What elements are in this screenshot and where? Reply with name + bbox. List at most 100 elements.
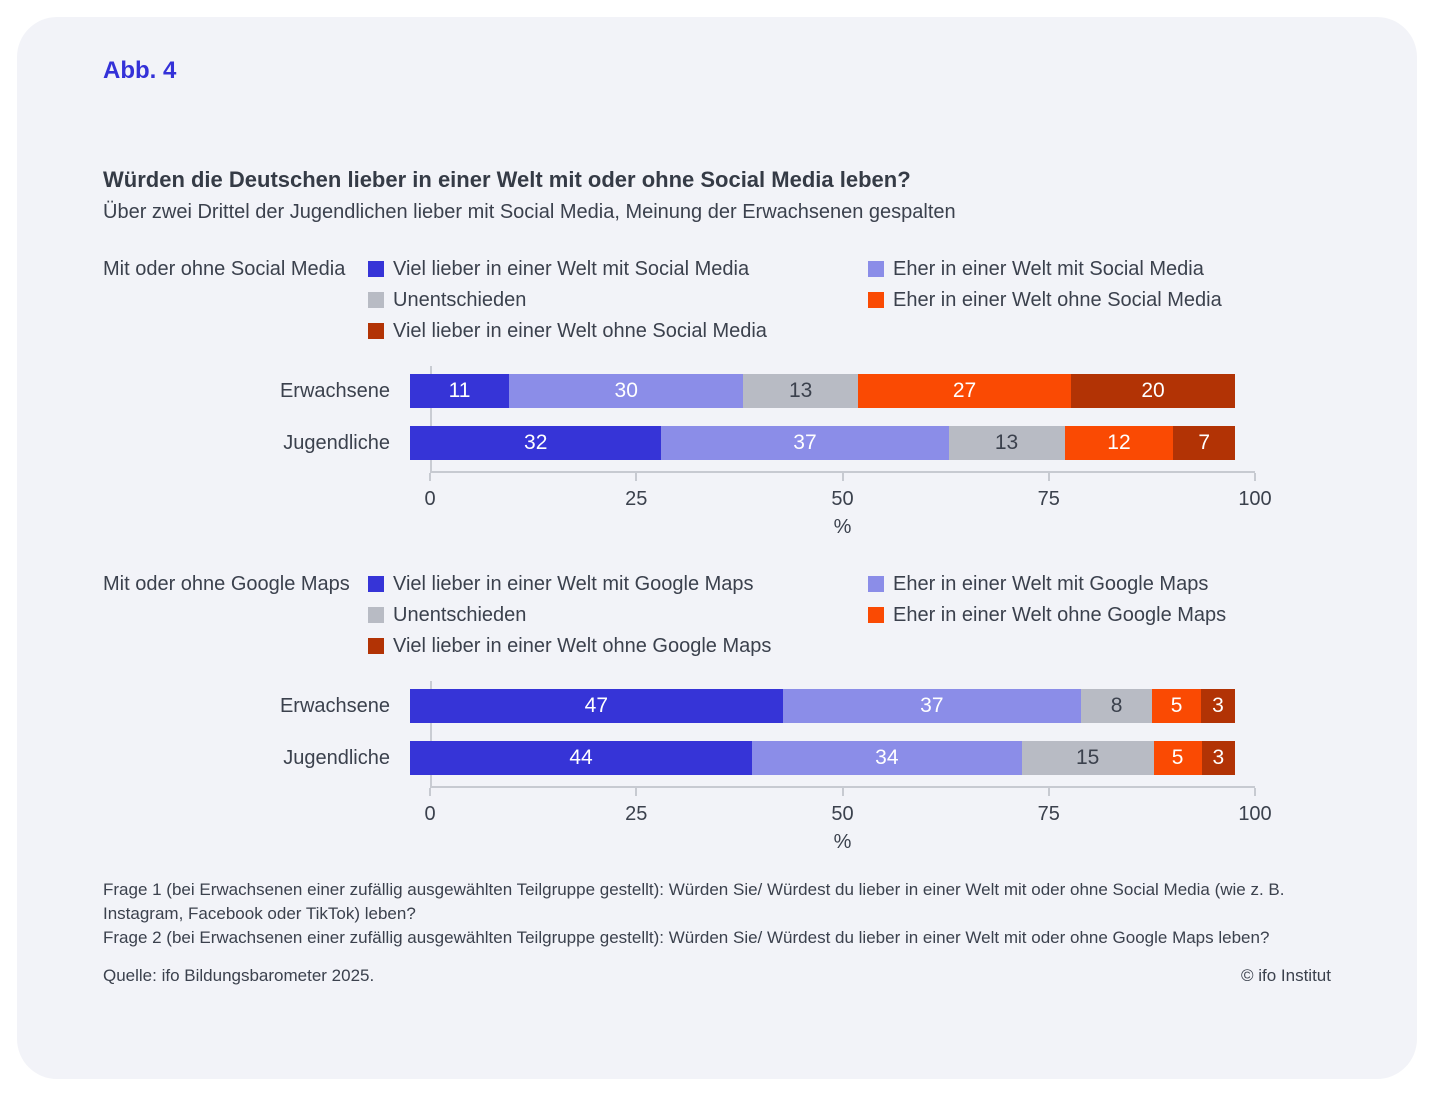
plot-rows: Erwachsene 11 30 13 27 20 Jugendliche 32 37 13 12 7: [103, 374, 1331, 460]
legend-swatch: [868, 576, 884, 592]
axis-tick: [841, 473, 844, 481]
legend-item: Viel lieber in einer Welt mit Google Map…: [368, 569, 868, 600]
bar-row-label: Erwachsene: [279, 379, 390, 402]
axis-tick-label: 25: [625, 803, 648, 825]
bar-segment: 3: [1201, 689, 1235, 723]
section-header: Mit oder ohne Google Maps Viel lieber in…: [103, 569, 1331, 662]
legend-item: Viel lieber in einer Welt mit Social Med…: [368, 254, 868, 285]
legend-item-label: Unentschieden: [393, 604, 527, 626]
bar-row: Erwachsene 11 30 13 27 20: [103, 374, 1331, 408]
figure-number: Abb. 4: [103, 57, 177, 84]
plot: Erwachsene 11 30 13 27 20 Jugendliche 32 37 13 12 7…: [103, 366, 1331, 541]
bar-value: 8: [1110, 694, 1123, 717]
bar-segment: 13: [948, 426, 1065, 460]
plot-rows: Erwachsene 47 37 8 5 3 Jugendliche 44 34 15 5 3: [103, 689, 1331, 775]
bar-segment: 30: [509, 374, 744, 408]
legend-item: Unentschieden: [368, 285, 868, 316]
legend-item: Eher in einer Welt ohne Social Media: [868, 285, 1331, 316]
y-axis-line: [430, 681, 432, 786]
axis-tick-label: 100: [1238, 803, 1272, 825]
legend-item: Viel lieber in einer Welt ohne Social Me…: [368, 316, 868, 347]
bar-segment: 8: [1081, 689, 1153, 723]
bar-value: 7: [1198, 431, 1211, 454]
bar-segment: 15: [1021, 741, 1154, 775]
legend-item-label: Eher in einer Welt mit Google Maps: [893, 573, 1209, 595]
chart-subtitle: Über zwei Drittel der Jugendlichen liebe…: [103, 201, 956, 223]
axis-tick: [635, 788, 638, 796]
bar-value: 3: [1212, 746, 1225, 769]
bar-value: 34: [875, 746, 899, 769]
legend-swatch: [368, 323, 384, 339]
legend-item-label: Viel lieber in einer Welt ohne Social Me…: [393, 320, 767, 342]
legend-swatch: [868, 261, 884, 277]
bar-value: 37: [920, 694, 944, 717]
section-label: Mit oder ohne Google Maps: [103, 573, 350, 595]
legend-swatch: [368, 576, 384, 592]
bar-row-label: Jugendliche: [283, 431, 390, 454]
legend-swatch: [368, 638, 384, 654]
bar-segment: 20: [1071, 374, 1235, 408]
source-text: Quelle: ifo Bildungsbarometer 2025.: [103, 966, 375, 985]
bar-segment: 3: [1201, 741, 1235, 775]
bar-value: 3: [1212, 694, 1224, 717]
bar-segment: 5: [1152, 689, 1201, 723]
axis-tick-label: 75: [1037, 488, 1060, 510]
bar-track: 11 30 13 27 20: [410, 374, 1235, 408]
bar-segment: 13: [743, 374, 858, 408]
x-tick-labels: 0 25 50 75 100: [424, 800, 1271, 828]
bar-value: 20: [1141, 379, 1165, 402]
bar-value: 44: [569, 746, 593, 769]
bar-segment: 5: [1153, 741, 1202, 775]
legend-item-label: Unentschieden: [393, 289, 527, 311]
plot: Erwachsene 47 37 8 5 3 Jugendliche 44 34 15 5 3 0 25…: [103, 681, 1331, 856]
legend-item: Unentschieden: [368, 600, 868, 631]
copyright-text: © ifo Institut: [1240, 966, 1331, 985]
bar-row: Erwachsene 47 37 8 5 3: [103, 689, 1331, 723]
x-axis-unit: %: [833, 516, 852, 538]
bar-segment: 44: [410, 741, 753, 775]
bar-track: 47 37 8 5 3: [410, 689, 1235, 723]
legend: Viel lieber in einer Welt mit Social Med…: [368, 254, 1331, 347]
bar-segment: 12: [1064, 426, 1174, 460]
legend-item: Eher in einer Welt ohne Google Maps: [868, 600, 1331, 631]
bar-value: 32: [524, 431, 548, 454]
footnote-frage2: Frage 2 (bei Erwachsenen einer zufällig …: [103, 928, 1270, 947]
bar-value: 12: [1107, 431, 1131, 454]
axis-tick: [1254, 788, 1256, 796]
axis-tick-label: 25: [625, 488, 648, 510]
legend-item: Viel lieber in einer Welt ohne Google Ma…: [368, 631, 868, 662]
axis-tick-label: 0: [424, 488, 436, 510]
bar-track: 32 37 13 12 7: [410, 426, 1235, 460]
x-axis: [429, 786, 1256, 796]
axis-tick-label: 50: [831, 488, 854, 510]
x-axis: [429, 471, 1256, 481]
legend-item-label: Eher in einer Welt ohne Google Maps: [893, 604, 1227, 626]
figure-card: Abb. 4 Würden die Deutschen lieber in ei…: [17, 17, 1417, 1079]
legend-item-label: Viel lieber in einer Welt mit Google Map…: [393, 573, 754, 595]
legend-swatch: [868, 607, 884, 623]
legend: Viel lieber in einer Welt mit Google Map…: [368, 569, 1331, 662]
axis-tick: [1254, 473, 1256, 481]
bar-segment: 47: [410, 689, 783, 723]
axis-tick-label: 75: [1037, 803, 1060, 825]
legend-item: Eher in einer Welt mit Google Maps: [868, 569, 1331, 600]
axis-tick: [429, 788, 431, 796]
bar-segment: 27: [858, 374, 1072, 408]
bar-value: 13: [788, 379, 813, 402]
footnotes: Frage 1 (bei Erwachsenen einer zufällig …: [103, 878, 1331, 950]
bar-value: 13: [994, 431, 1019, 454]
x-tick-labels: 0 25 50 75 100: [424, 485, 1271, 513]
bar-segment: 37: [661, 426, 949, 460]
legend-swatch: [368, 292, 384, 308]
bar-segment: 32: [410, 426, 662, 460]
bar-value: 15: [1075, 746, 1100, 769]
bar-track: 44 34 15 5 3: [410, 741, 1235, 775]
axis-tick: [635, 473, 638, 481]
axis-tick: [841, 788, 844, 796]
axis-tick-label: 50: [831, 803, 854, 825]
legend-swatch: [868, 292, 884, 308]
section-header: Mit oder ohne Social Media Viel lieber i…: [103, 254, 1331, 347]
axis-tick: [429, 473, 431, 481]
section-label: Mit oder ohne Social Media: [103, 258, 346, 280]
bar-value: 5: [1170, 694, 1183, 717]
